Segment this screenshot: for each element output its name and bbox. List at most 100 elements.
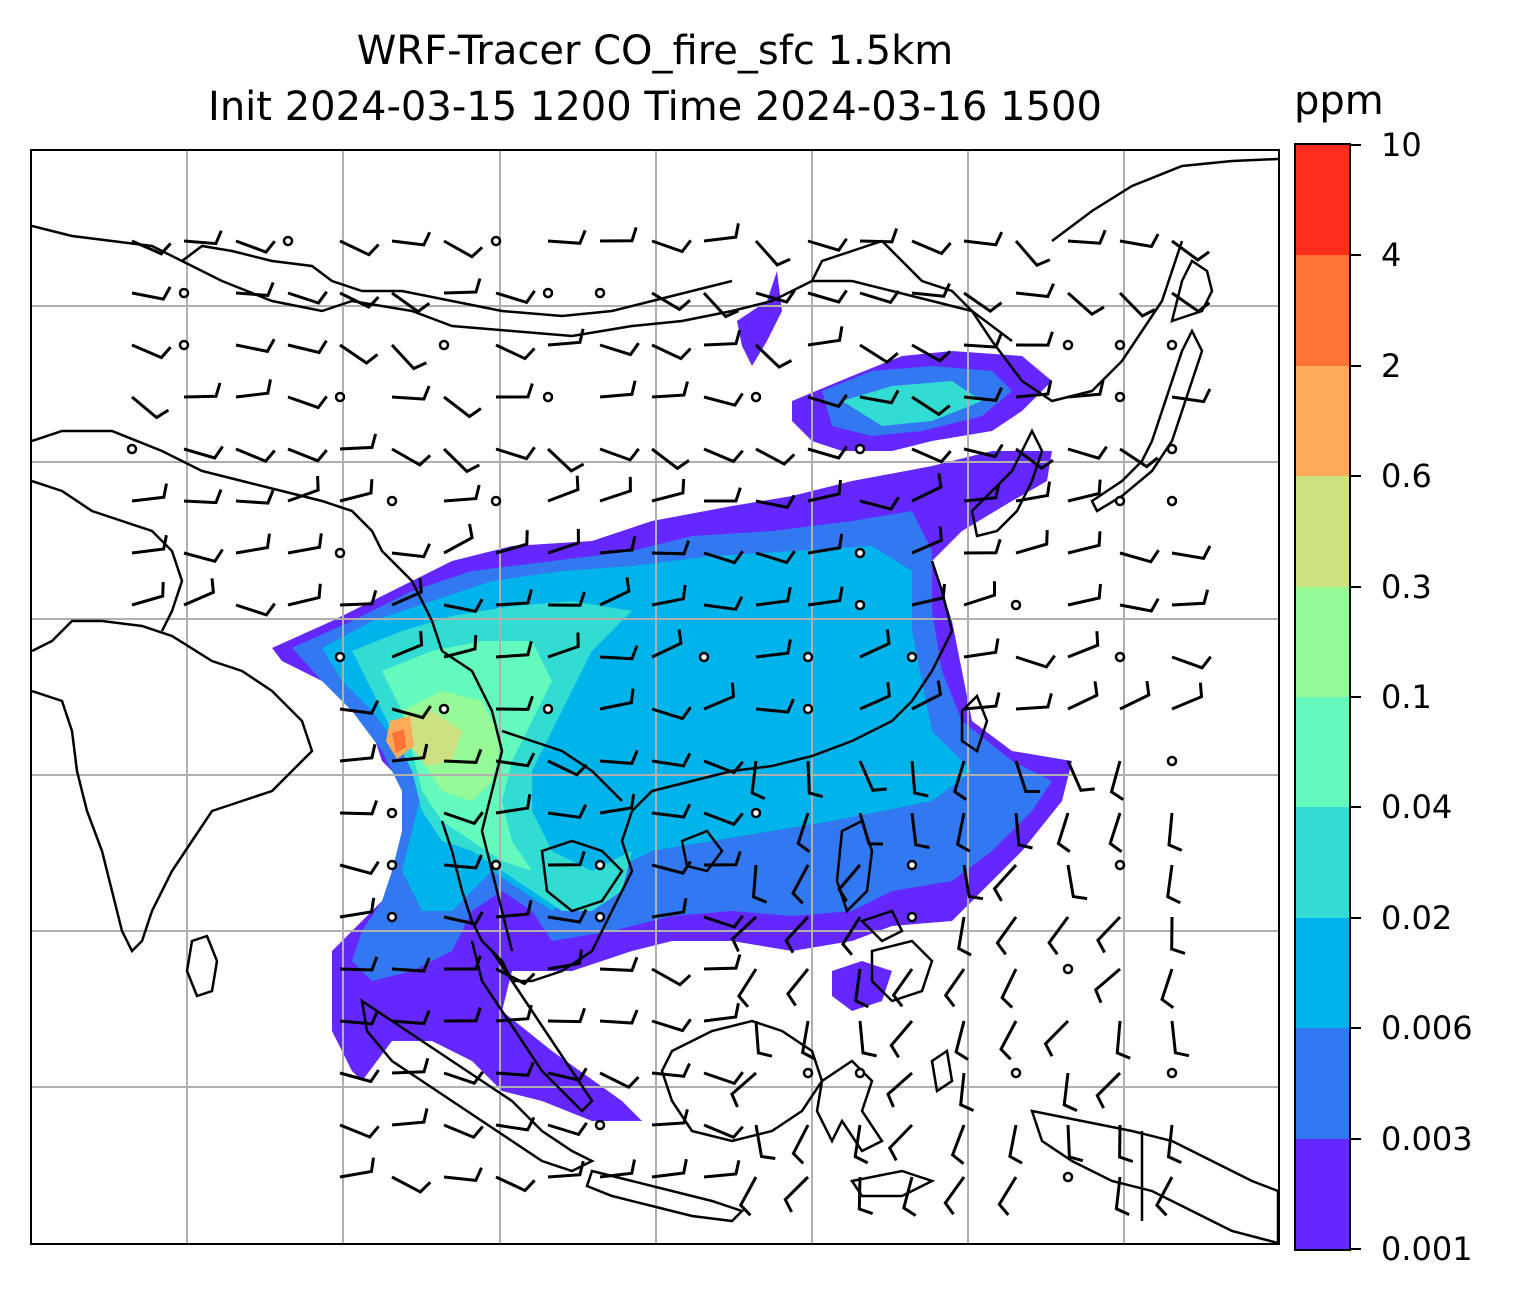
wind-barb	[547, 908, 588, 924]
wind-barb	[886, 1071, 913, 1108]
wind-barb	[131, 582, 165, 607]
wind-barb	[703, 954, 742, 971]
wind-barb	[495, 752, 536, 768]
wind-barb	[1095, 1071, 1122, 1109]
wind-barb	[963, 581, 996, 607]
calm-circle	[1166, 339, 1178, 351]
wind-barb	[755, 447, 796, 466]
wind-barb	[287, 583, 322, 607]
wind-barb	[1015, 379, 1053, 399]
wind-barb	[287, 339, 328, 355]
wind-barb	[1015, 481, 1051, 503]
wind-barb	[750, 760, 766, 801]
wind-barb	[495, 383, 534, 399]
wind-barb	[495, 640, 533, 659]
china-coast	[631, 560, 954, 812]
plume-level-4b	[842, 381, 982, 426]
calm-circle	[750, 807, 762, 819]
wind-barb	[1114, 1176, 1130, 1216]
wind-barb	[754, 1020, 773, 1058]
wind-barb	[754, 343, 793, 369]
wind-barb	[495, 1061, 535, 1077]
wind-barb	[547, 528, 580, 555]
wind-barb	[807, 533, 844, 555]
wind-barb	[995, 916, 1018, 956]
wind-barb	[651, 447, 690, 471]
wind-barb	[235, 239, 276, 254]
colorbar-tick-label: 0.006	[1381, 1009, 1473, 1048]
wind-barb	[957, 916, 972, 957]
russia-far-east	[1051, 157, 1278, 242]
wind-barb	[858, 812, 884, 846]
wind-barb	[1067, 631, 1100, 659]
calm-circle	[1114, 651, 1126, 663]
calm-circle	[750, 391, 762, 403]
wind-barb	[807, 394, 848, 409]
india-coast	[32, 619, 314, 954]
wind-barb	[547, 949, 583, 971]
wind-barb	[391, 385, 431, 401]
wind-barb	[495, 967, 536, 986]
timor	[849, 1169, 936, 1198]
calm-circle	[126, 443, 138, 455]
wind-barb	[339, 800, 379, 816]
wind-barb	[651, 752, 692, 768]
wind-barb	[1171, 682, 1204, 711]
wind-barb	[131, 395, 170, 420]
wind-barb	[391, 705, 432, 720]
calm-circle	[1166, 755, 1178, 767]
wind-barb	[495, 794, 532, 815]
wind-barb	[755, 289, 796, 304]
wind-barb	[911, 680, 943, 711]
wind-barb	[999, 1020, 1018, 1061]
wind-barb	[339, 239, 380, 257]
wind-barb	[963, 538, 1002, 555]
colorbar-segment	[1296, 1027, 1349, 1139]
wind-barb	[784, 915, 810, 954]
wind-barb	[651, 584, 687, 607]
wind-barb	[443, 484, 481, 503]
wind-barb	[1067, 479, 1102, 503]
wind-barb	[183, 382, 222, 399]
wind-barb	[730, 1071, 757, 1108]
wind-barb	[443, 1007, 482, 1023]
wind-barb	[651, 381, 689, 399]
wind-barb	[391, 447, 432, 467]
wind-barb	[963, 291, 1003, 314]
wind-barb	[391, 231, 432, 247]
wind-barb	[703, 550, 744, 565]
wind-barb	[495, 343, 536, 361]
colorbar-tick	[1351, 1027, 1361, 1030]
south-asia-border	[32, 479, 184, 632]
wind-barb	[806, 760, 824, 799]
wind-barb	[911, 282, 951, 298]
wind-barb	[911, 239, 952, 256]
wind-barb	[859, 389, 900, 405]
wind-barb	[730, 915, 758, 953]
wind-barb	[791, 1124, 810, 1165]
wind-barb	[1014, 812, 1033, 850]
wind-barb	[1115, 1020, 1131, 1060]
wind-barb	[547, 328, 585, 347]
wind-barb	[703, 1002, 740, 1023]
wind-barb	[547, 850, 586, 867]
wind-barb	[1160, 968, 1175, 1009]
calm-circle	[542, 287, 554, 299]
wind-barb	[703, 811, 744, 827]
calm-circle	[1114, 495, 1126, 507]
mongolia-border	[32, 224, 1013, 342]
wind-barb	[391, 957, 431, 973]
wind-barb	[703, 1123, 744, 1140]
wind-barb	[547, 1007, 587, 1024]
wind-barb	[651, 898, 688, 919]
colorbar-segment	[1296, 917, 1349, 1029]
wind-barb	[547, 1067, 588, 1082]
wind-barb	[703, 914, 744, 929]
calm-circle	[698, 651, 710, 663]
plume-north-2	[737, 271, 782, 366]
wind-barb	[911, 395, 951, 417]
wind-barb	[495, 1116, 536, 1132]
colorbar-tick-label: 0.1	[1381, 678, 1432, 716]
wind-barb	[339, 291, 380, 309]
china-russia-border	[810, 239, 1184, 403]
